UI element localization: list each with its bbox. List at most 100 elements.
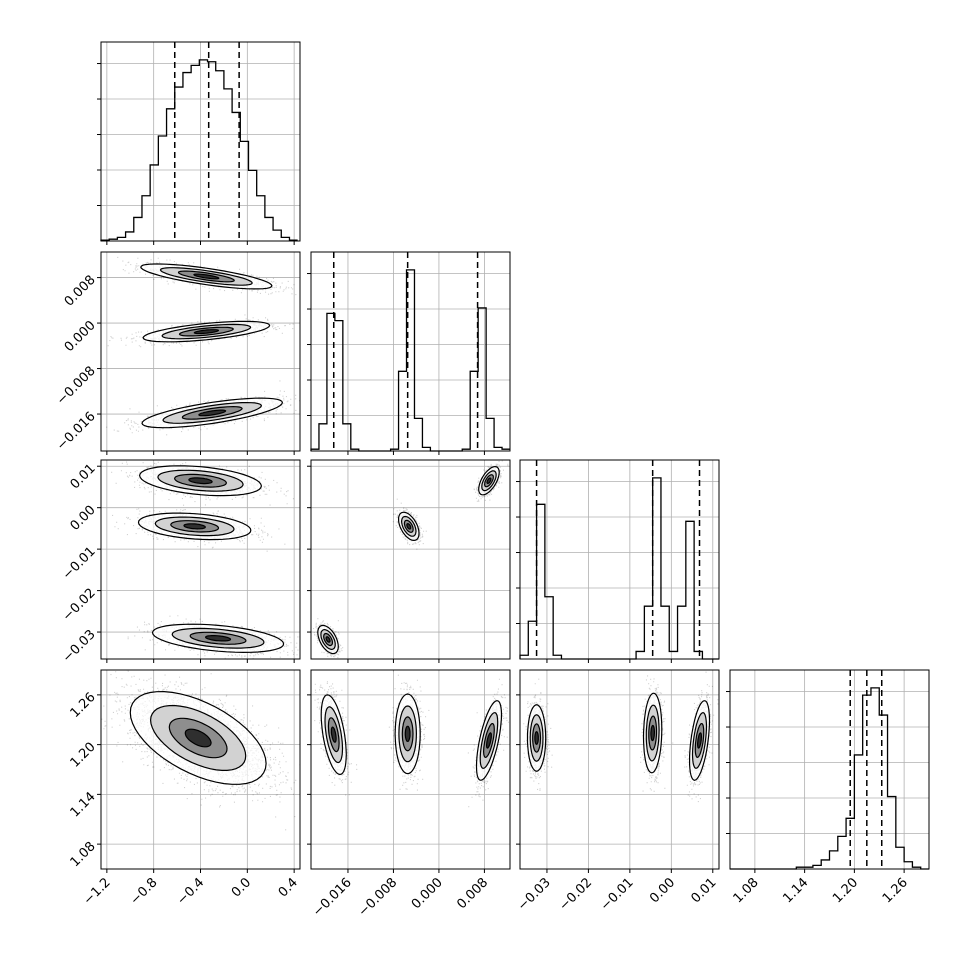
histogram-bar: [399, 371, 407, 451]
contour-level: [193, 273, 220, 280]
panel-border: [310, 251, 511, 452]
contour-level: [198, 409, 227, 417]
histogram-bar: [265, 217, 273, 241]
scatter-panel-2-0: [97, 459, 301, 663]
scatter-panel-3-2: [516, 669, 720, 873]
histogram-bar: [273, 230, 281, 241]
histogram-line: [100, 59, 298, 241]
density-contours: [137, 512, 252, 541]
x-tick-label: 0.01: [689, 875, 720, 906]
x-tick-label: −0.01: [598, 875, 637, 914]
y-tick-label: −0.02: [60, 586, 99, 625]
density-contours: [398, 511, 420, 542]
y-tick-label: 0.008: [62, 273, 99, 310]
histogram-bar: [694, 651, 702, 659]
panel-border: [729, 669, 930, 870]
y-tick-label: −0.008: [54, 364, 99, 409]
scatter-points: [313, 460, 509, 659]
contour-level: [330, 726, 337, 743]
density-contours: [688, 700, 711, 781]
histogram-bar: [669, 651, 677, 659]
y-tick-label: 1.08: [68, 839, 99, 870]
histogram-bar: [904, 862, 912, 869]
panel-border: [100, 669, 301, 870]
y-tick-label: 0.000: [62, 318, 99, 355]
contour-level: [650, 724, 656, 742]
x-tick-label: −0.016: [310, 875, 355, 920]
density-contours: [475, 700, 503, 781]
density-contours: [317, 624, 339, 655]
density-contours: [478, 465, 500, 496]
panel-border: [519, 669, 720, 870]
scatter-panel-3-1: [307, 669, 511, 873]
panel-background: [311, 252, 510, 451]
x-tick-label: 1.20: [830, 875, 861, 906]
histogram-bar: [636, 651, 644, 659]
histogram-panel-3: [726, 669, 930, 873]
x-tick-label: 1.08: [731, 875, 762, 906]
histogram-bar: [871, 688, 879, 869]
histogram-panel-0: [97, 41, 301, 245]
histogram-line: [310, 269, 510, 452]
histogram-bar: [199, 60, 207, 241]
contour-level: [183, 523, 206, 530]
histogram-bar: [117, 237, 125, 241]
y-tick-label: −0.03: [60, 627, 99, 666]
x-tick-label: −0.03: [515, 875, 554, 914]
x-tick-label: 0.0: [229, 875, 254, 900]
density-contours: [320, 694, 347, 776]
histogram-bar: [216, 71, 224, 241]
scatter-points: [314, 670, 509, 808]
histogram-bar: [158, 136, 166, 241]
y-tick-label: 1.14: [68, 789, 99, 820]
panel-border: [100, 459, 301, 660]
y-tick-label: 1.20: [68, 740, 99, 771]
histogram-bar: [422, 447, 430, 451]
x-tick-label: 0.000: [409, 875, 446, 912]
contour-level: [404, 725, 411, 743]
density-contours: [526, 704, 547, 772]
x-tick-label: 1.26: [880, 875, 911, 906]
histogram-bar: [686, 521, 694, 659]
histogram-bar: [896, 847, 904, 869]
scatter-points: [523, 671, 719, 803]
contour-level: [406, 523, 412, 530]
contour-level: [184, 728, 212, 748]
x-tick-label: −0.02: [556, 875, 595, 914]
histogram-bar: [520, 655, 528, 659]
x-tick-label: 1.14: [780, 875, 811, 906]
histogram-bar: [126, 232, 134, 241]
histogram-bar: [414, 418, 422, 451]
density-contours: [151, 623, 285, 654]
histogram-bar: [167, 109, 175, 241]
scatter-points: [111, 461, 300, 659]
histogram-bar: [134, 217, 142, 241]
histogram-bar: [830, 851, 838, 869]
histogram-bar: [224, 89, 232, 241]
histogram-bar: [879, 715, 887, 869]
x-tick-label: −0.8: [128, 875, 161, 908]
histogram-bar: [494, 447, 502, 451]
panel-border: [519, 459, 720, 660]
contour-level: [486, 477, 492, 484]
histogram-bar: [854, 755, 862, 869]
scatter-points: [101, 670, 300, 831]
x-tick-label: 0.008: [454, 875, 491, 912]
histogram-bar: [486, 418, 494, 451]
panel-border: [310, 669, 511, 870]
histogram-bar: [175, 87, 183, 241]
histogram-bar: [644, 606, 652, 659]
y-tick-label: −0.01: [60, 544, 99, 583]
x-tick-label: −0.4: [174, 875, 207, 908]
contour-level: [325, 636, 331, 643]
x-tick-label: −1.2: [81, 875, 114, 908]
x-tick-label: 0.00: [647, 875, 678, 906]
histogram-bar: [678, 606, 686, 659]
density-contours: [140, 263, 273, 290]
contour-level: [204, 634, 232, 642]
density-contours: [642, 692, 663, 774]
histogram-bar: [545, 597, 553, 659]
histogram-bar: [821, 860, 829, 869]
histogram-bar: [537, 504, 545, 659]
